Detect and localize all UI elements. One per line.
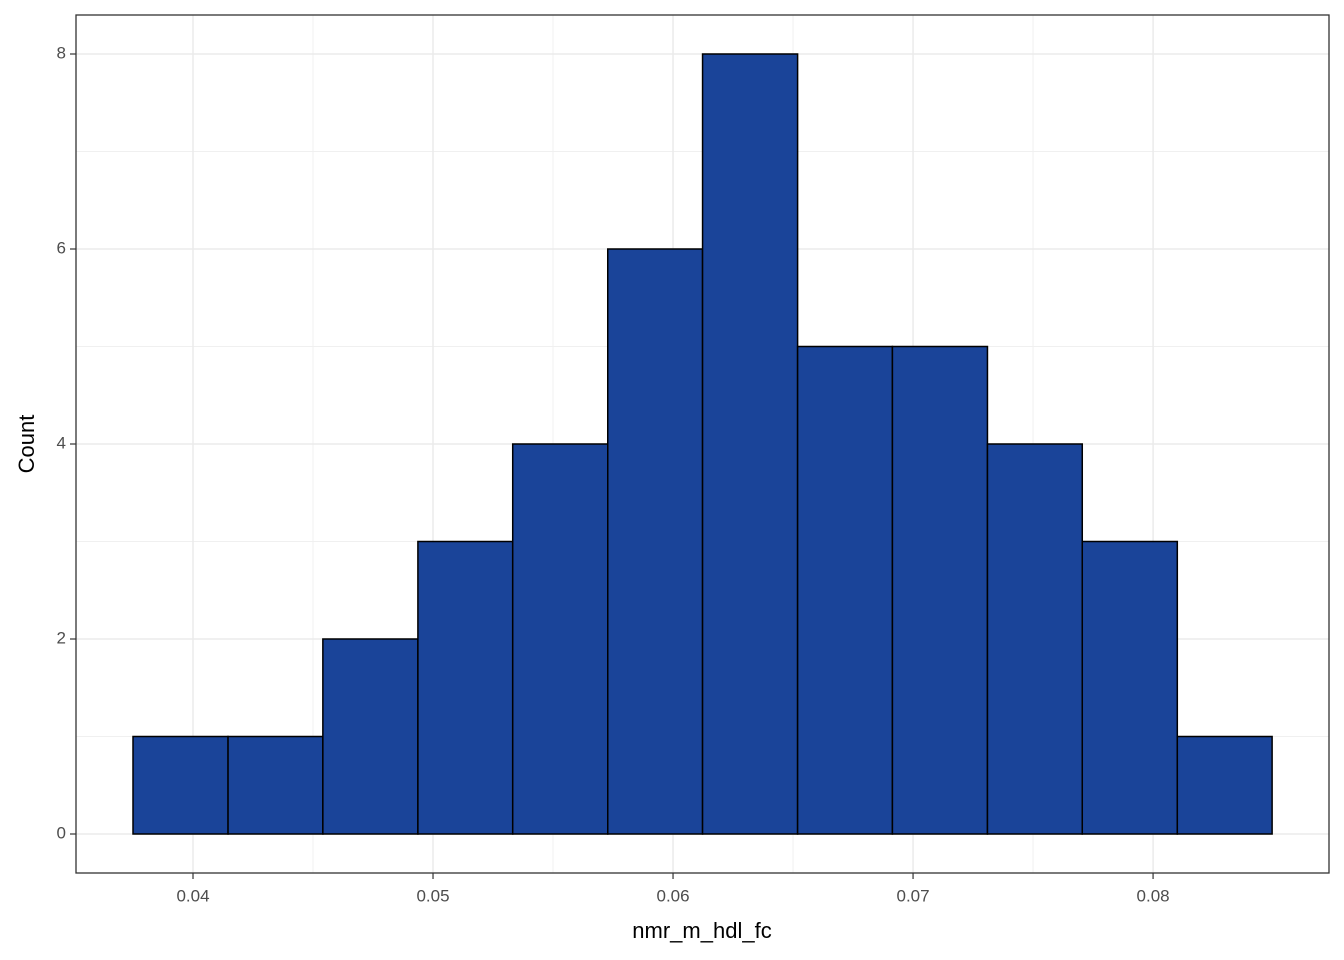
- x-tick-label: 0.04: [176, 886, 209, 905]
- x-tick-label: 0.08: [1137, 886, 1170, 905]
- bar: [986, 443, 1084, 835]
- y-axis-label: Count: [14, 415, 39, 474]
- y-tick-label: 8: [57, 43, 66, 62]
- bar: [417, 540, 514, 835]
- bar: [891, 345, 989, 835]
- bar: [607, 248, 704, 835]
- bar: [511, 443, 609, 835]
- bar: [227, 735, 324, 835]
- bar: [1176, 735, 1273, 835]
- x-axis-label: nmr_m_hdl_fc: [632, 918, 771, 943]
- y-tick-label: 4: [57, 433, 66, 452]
- x-tick-label: 0.06: [656, 886, 689, 905]
- y-tick-label: 2: [57, 628, 66, 647]
- y-tick-label: 0: [57, 823, 66, 842]
- y-tick-label: 6: [57, 238, 66, 257]
- x-tick-label: 0.05: [416, 886, 449, 905]
- bar: [1081, 540, 1179, 835]
- bar: [132, 735, 229, 835]
- bar: [796, 345, 894, 835]
- panel-border: [75, 14, 1330, 874]
- bar: [701, 53, 799, 835]
- x-tick-label: 0.07: [897, 886, 930, 905]
- bar: [322, 638, 419, 835]
